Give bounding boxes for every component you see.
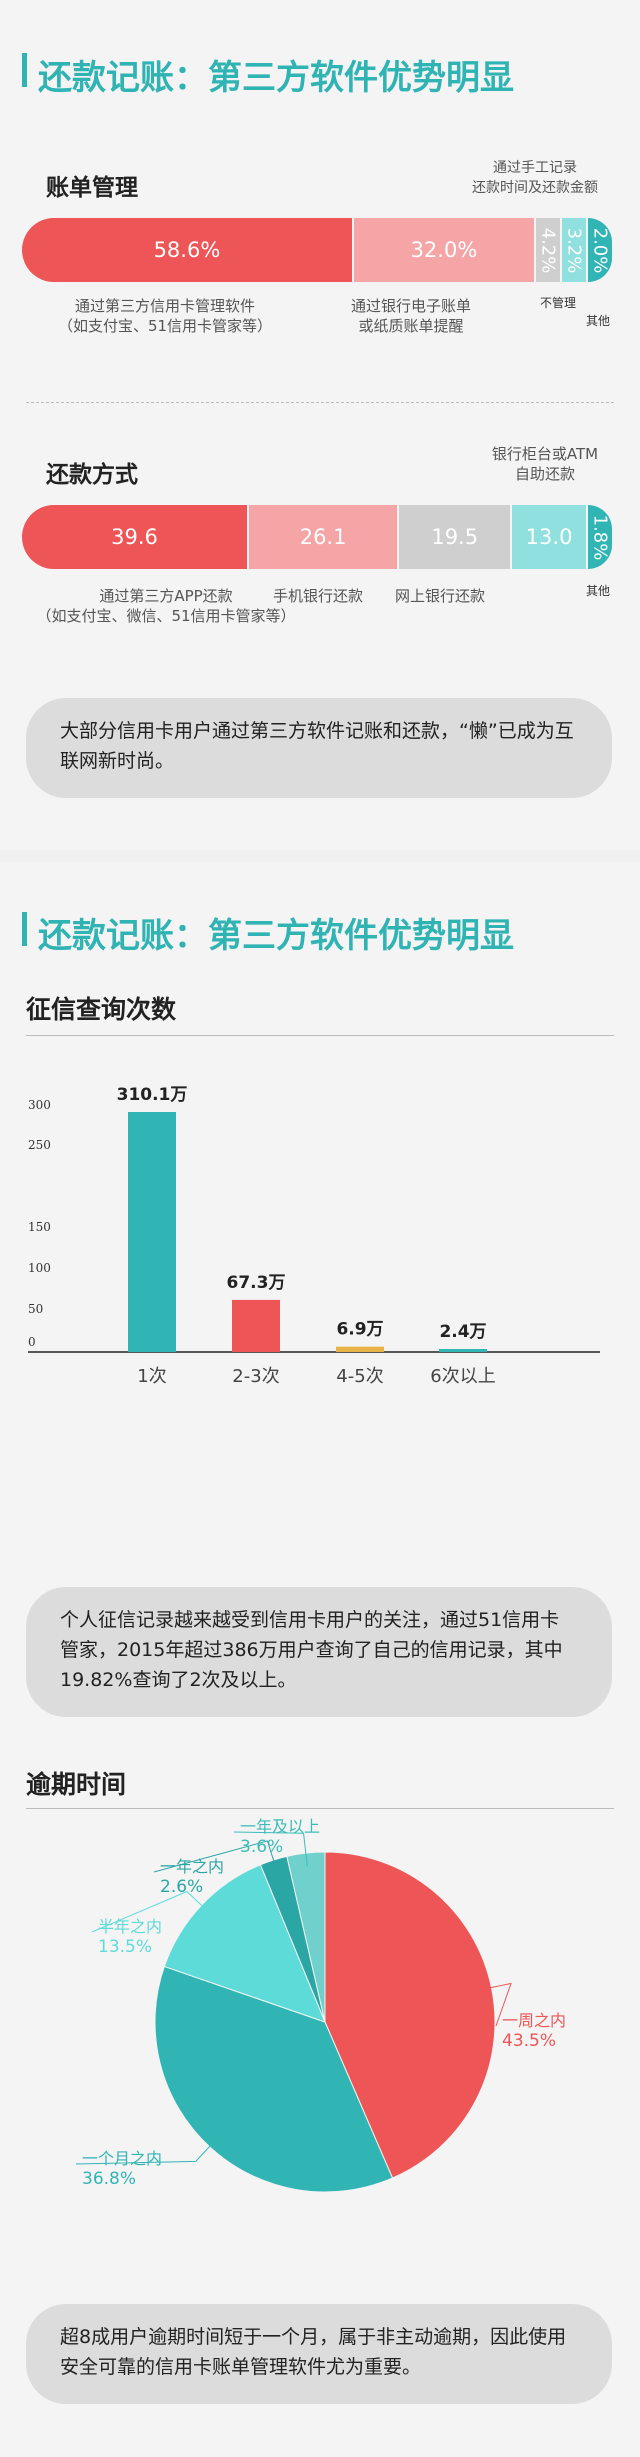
pie-slice-name: 一个月之内 (82, 2149, 162, 2168)
caption-none: 不管理 (540, 296, 577, 310)
y-tick-label: 0 (28, 1335, 36, 1349)
bar (128, 1112, 176, 1352)
y-tick-label: 50 (28, 1302, 43, 1316)
section-title-mark (22, 912, 27, 946)
repayment-segment-label: 26.1 (299, 525, 347, 549)
bar (439, 1349, 487, 1352)
pie-slice-label: 43.5% (502, 2031, 556, 2051)
pie-slice-label: 3.6% (240, 1837, 283, 1857)
bar (232, 1299, 280, 1352)
bar-value-label: 67.3万 (227, 1273, 286, 1293)
y-tick-label: 300 (28, 1098, 51, 1112)
y-tick-label: 100 (28, 1261, 51, 1275)
pie-slice-label: 36.8% (82, 2169, 136, 2189)
bar (336, 1346, 384, 1352)
section-title: 还款记账：第三方软件优势明显 (38, 58, 514, 98)
pie-slice-label: 2.6% (160, 1877, 203, 1897)
title-underline (26, 1035, 614, 1036)
overdue-title: 逾期时间 (26, 1770, 127, 1799)
repayment-title: 还款方式 (46, 462, 138, 488)
caption-atm: 银行柜台或ATM 自助还款 (491, 445, 599, 483)
billing-segment: 58.6% (22, 218, 352, 282)
x-category-label: 1次 (137, 1366, 166, 1387)
billing-segment-label: 32.0% (410, 238, 478, 262)
note-box: 大部分信用卡用户通过第三方软件记账和还款，“懒”已成为互联网新时尚。 (26, 698, 612, 798)
pie-leader-line (153, 1840, 279, 1874)
billing-segment: 3.2% (562, 218, 586, 282)
caption-bank: 通过银行电子账单 或纸质账单提醒 (350, 297, 471, 335)
repayment-segment: 26.1 (249, 505, 398, 569)
bar-value-label: 2.4万 (439, 1322, 486, 1342)
billing-segment: 4.2% (536, 218, 560, 282)
y-tick-label: 150 (28, 1220, 51, 1234)
section-title: 还款记账：第三方软件优势明显 (38, 916, 514, 956)
billing-bar: 58.6% 32.0% 4.2% 3.2% 2.0% (22, 218, 612, 282)
note-box: 超8成用户逾期时间短于一个月，属于非主动逾期，因此使用安全可靠的信用卡账单管理软… (26, 2304, 612, 2404)
repayment-segment: 1.8% (588, 505, 612, 569)
repayment-segment-label: 13.0 (525, 525, 573, 549)
bar-value-label: 6.9万 (336, 1320, 383, 1340)
pie-slice-name: 一年之内 (160, 1857, 224, 1876)
repayment-segment-label: 39.6 (111, 525, 158, 549)
billing-segment: 2.0% (588, 218, 612, 282)
repayment-segment: 13.0 (512, 505, 586, 569)
credit-query-title: 征信查询次数 (26, 995, 177, 1024)
caption-online: 网上银行还款 (394, 587, 485, 605)
pie-slice-name: 半年之内 (98, 1917, 162, 1936)
repayment-segment: 19.5 (399, 505, 511, 569)
y-tick-label: 250 (28, 1138, 51, 1152)
caption-app: 通过第三方APP还款 （如支付宝、微信、51信用卡管家等） (36, 587, 296, 625)
pie-slice-name: 一年及以上 (240, 1817, 320, 1836)
repayment-segment: 39.6 (22, 505, 248, 569)
caption-repay-other: 其他 (586, 584, 611, 598)
x-category-label: 6次以上 (430, 1366, 495, 1387)
pie-leader-line (75, 2136, 220, 2165)
caption-manual: 通过手工记录 还款时间及还款金额 (472, 160, 598, 196)
pie-slice-label: 13.5% (98, 1937, 152, 1957)
pie-leader-line (91, 1890, 212, 1933)
caption-mobile: 手机银行还款 (272, 587, 363, 605)
caption-third-party: 通过第三方信用卡管理软件 （如支付宝、51信用卡管家等） (57, 297, 273, 335)
section-title-mark (22, 53, 27, 87)
billing-segment-label: 58.6% (153, 238, 221, 262)
title-underline (26, 1808, 614, 1809)
repayment-segment-label: 19.5 (431, 525, 479, 549)
repayment-bar: 39.6 26.1 19.5 13.0 1.8% (22, 505, 612, 569)
credit-query-chart: 0 50 100 150 250 300 310.1万 1次 67.3万 2-3次 6.9万 4-5次… (28, 1085, 600, 1387)
pie-leader-line (478, 1982, 512, 2027)
repayment-segment-label: 1.8% (589, 514, 611, 560)
pie-slice-name: 一周之内 (502, 2011, 566, 2030)
panel-billing: 还款记账：第三方软件优势明显 账单管理 通过手工记录 还款时间及还款金额 58.… (0, 0, 640, 850)
bar-value-label: 310.1万 (117, 1085, 188, 1105)
panel-credit: 还款记账：第三方软件优势明显 征信查询次数 0 50 100 150 250 300 310… (0, 862, 640, 2457)
x-category-label: 4-5次 (336, 1366, 383, 1387)
pie-leader-line (233, 1831, 308, 1867)
x-category-label: 2-3次 (232, 1366, 279, 1387)
divider (26, 402, 614, 403)
caption-billing-other: 其他 (586, 314, 611, 328)
billing-title: 账单管理 (46, 175, 138, 201)
note-box: 个人征信记录越来越受到信用卡用户的关注，通过51信用卡管家，2015年超过386… (26, 1587, 612, 1717)
billing-segment: 32.0% (353, 218, 534, 282)
billing-segment-label: 3.2% (563, 227, 585, 273)
billing-segment-label: 4.2% (537, 227, 559, 273)
billing-segment-label: 2.0% (589, 227, 611, 273)
